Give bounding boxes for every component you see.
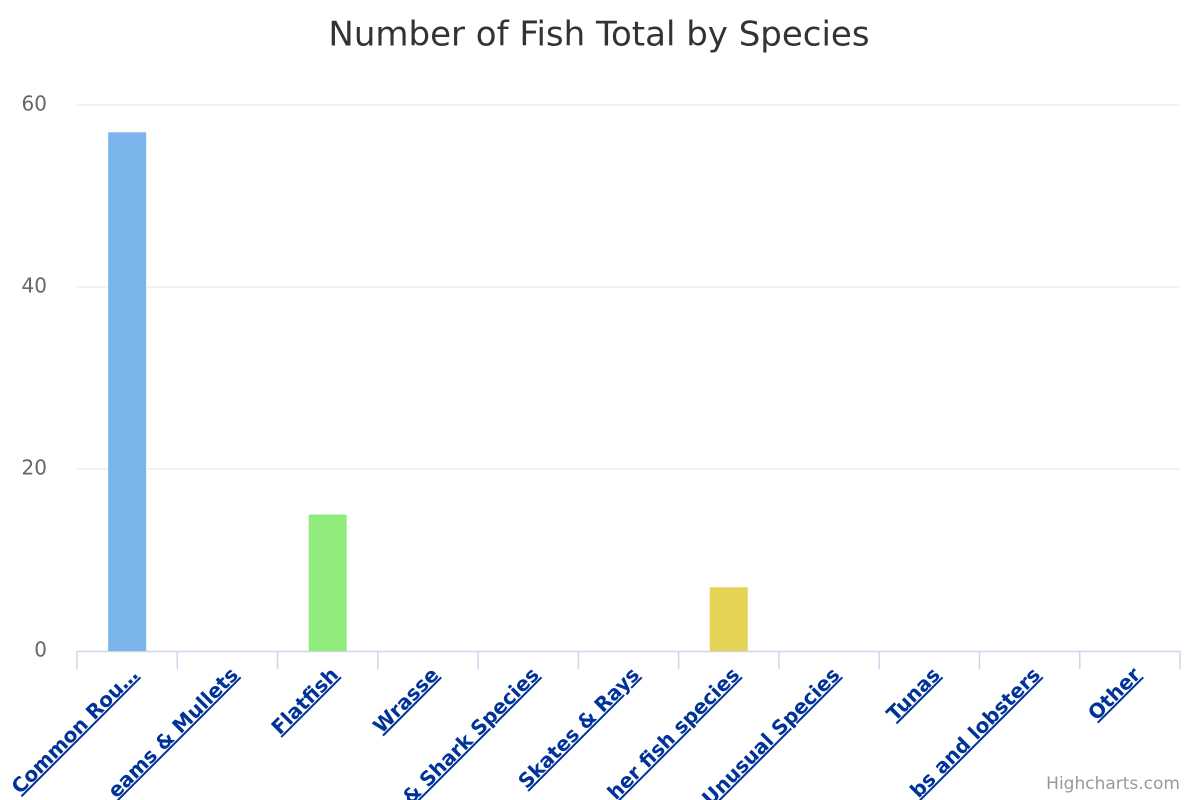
y-tick-label: 0 [34,638,47,662]
x-tick-label[interactable]: Tunas [882,662,945,725]
x-tick-label[interactable]: Other [1083,662,1145,724]
bar [709,587,748,651]
chart-title: Number of Fish Total by Species [328,15,869,55]
x-tick-label[interactable]: Wrasse [368,662,443,737]
bar [308,514,347,651]
y-tick-label: 20 [22,456,47,480]
x-tick-label[interactable]: Flatfish [266,662,343,739]
credits[interactable]: Highcharts.com [1046,774,1180,794]
bar [108,132,147,652]
y-tick-label: 40 [22,274,47,298]
y-tick-label: 60 [22,92,47,116]
